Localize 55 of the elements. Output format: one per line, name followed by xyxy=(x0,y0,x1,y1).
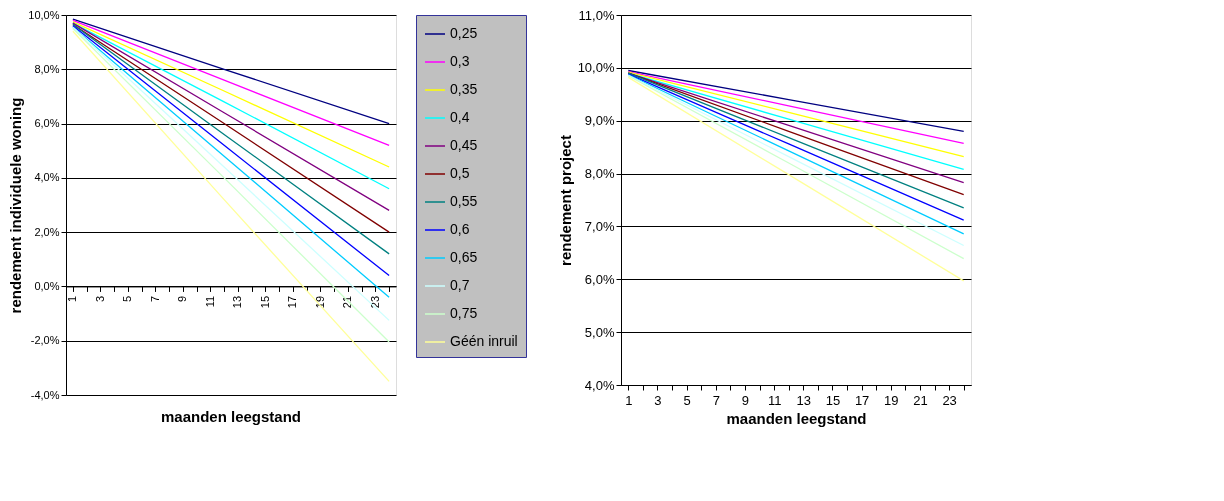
x-axis-title: maanden leegstand xyxy=(160,408,302,425)
x-tick-label: 3 xyxy=(654,392,662,408)
y-tick-label: -2,0% xyxy=(30,334,60,347)
y-tick-label: 11,0% xyxy=(578,7,615,23)
x-tick-label: 11 xyxy=(767,392,782,408)
x-tick-label: 19 xyxy=(313,295,326,309)
x-tick-label: 15 xyxy=(258,295,271,309)
y-tick-label: 10,0% xyxy=(28,8,60,21)
y-tick-label: -4,0% xyxy=(30,388,60,401)
x-tick-label: 23 xyxy=(942,392,957,408)
x-tick-label: 19 xyxy=(884,392,899,408)
x-tick-label: 13 xyxy=(796,392,812,408)
x-tick-label: 1 xyxy=(66,295,79,303)
y-tick-label: 4,0% xyxy=(584,377,615,393)
y-axis-title: rendement project xyxy=(556,135,574,266)
legend-label: 0,3 xyxy=(450,53,470,69)
y-tick-label: 4,0% xyxy=(34,171,60,184)
legend-label: 0,55 xyxy=(450,193,478,209)
x-tick-label: 3 xyxy=(93,295,106,303)
x-tick-label: 13 xyxy=(231,295,244,309)
legend-label: 0,45 xyxy=(450,137,478,153)
x-tick-label: 9 xyxy=(176,295,189,303)
y-tick-label: 8,0% xyxy=(34,62,60,75)
x-tick-label: 5 xyxy=(683,392,691,408)
y-axis-title: rendement individuele woning xyxy=(7,97,25,314)
x-tick-label: 17 xyxy=(286,295,299,309)
y-tick-label: 5,0% xyxy=(584,324,615,340)
y-tick-label: 8,0% xyxy=(584,166,615,182)
legend-label: 0,75 xyxy=(450,305,478,321)
x-tick-label: 23 xyxy=(368,295,381,309)
x-tick-label: 21 xyxy=(913,392,928,408)
x-tick-label: 15 xyxy=(825,392,841,408)
legend-label: 0,6 xyxy=(450,221,470,237)
legend-label: 0,4 xyxy=(450,109,470,125)
legend-label: 0,5 xyxy=(450,165,470,181)
x-tick-label: 7 xyxy=(712,392,720,408)
legend-label: 0,35 xyxy=(450,81,478,97)
y-tick-label: 2,0% xyxy=(34,225,60,238)
x-tick-label: 11 xyxy=(203,295,216,308)
y-tick-label: 7,0% xyxy=(584,218,615,234)
y-tick-label: 0,0% xyxy=(34,279,60,292)
y-tick-label: 6,0% xyxy=(34,117,60,130)
y-tick-label: 6,0% xyxy=(584,271,615,287)
x-tick-label: 1 xyxy=(625,392,633,408)
legend-label: 0,25 xyxy=(450,25,478,41)
legend-label: 0,7 xyxy=(450,277,470,293)
x-tick-label: 9 xyxy=(741,392,750,408)
legend-label: 0,65 xyxy=(450,249,478,265)
x-tick-label: 7 xyxy=(148,295,161,303)
x-tick-label: 17 xyxy=(854,392,870,408)
legend-label: Géén inruil xyxy=(450,333,518,349)
x-axis-title: maanden leegstand xyxy=(726,409,867,427)
y-tick-label: 9,0% xyxy=(584,113,615,129)
y-tick-label: 10,0% xyxy=(577,60,615,76)
x-tick-label: 5 xyxy=(121,295,134,303)
